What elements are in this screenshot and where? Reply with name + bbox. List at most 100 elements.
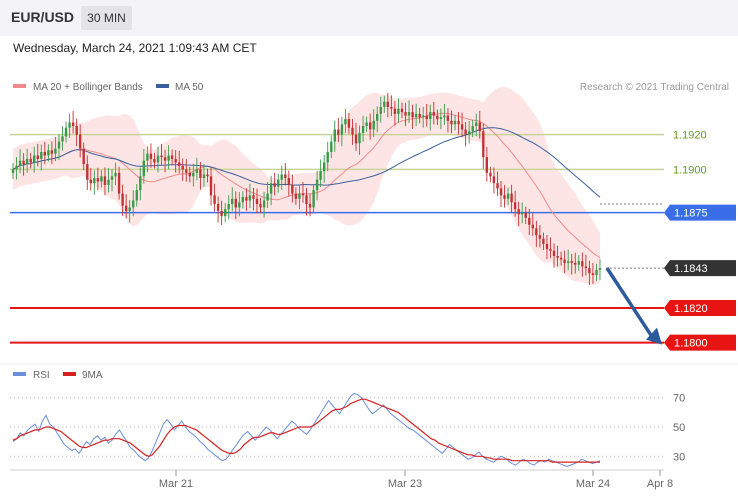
candle	[224, 209, 227, 217]
candle	[135, 190, 138, 201]
candle	[326, 152, 329, 163]
candle	[266, 193, 269, 201]
candle	[574, 262, 577, 265]
candle	[400, 108, 404, 113]
candle	[471, 126, 474, 132]
candle	[181, 165, 184, 170]
candle	[96, 178, 100, 182]
candle	[393, 108, 397, 114]
level-label-2: 1.1875	[674, 208, 708, 220]
candle	[414, 113, 418, 118]
candle	[559, 257, 563, 260]
candle	[29, 158, 32, 163]
candle	[390, 106, 393, 109]
candle	[549, 249, 552, 251]
candle	[248, 195, 252, 201]
candle	[598, 268, 602, 270]
candle	[340, 124, 344, 135]
candle	[411, 112, 414, 118]
candle	[132, 200, 135, 208]
candle	[255, 198, 259, 204]
candle	[475, 122, 478, 126]
candle	[163, 157, 167, 161]
candle	[404, 112, 407, 116]
candle	[167, 155, 170, 161]
ma50-line	[12, 127, 601, 198]
candle	[591, 273, 595, 275]
candle	[524, 212, 527, 218]
candle	[192, 172, 195, 177]
candle	[195, 169, 199, 173]
candle	[280, 174, 283, 180]
candle	[570, 261, 573, 263]
candle	[301, 193, 305, 196]
candle	[291, 184, 294, 194]
candle	[379, 106, 382, 114]
candle	[535, 228, 538, 236]
x-tick-0: Mar 21	[159, 478, 193, 490]
candle	[425, 115, 428, 120]
candle	[407, 112, 411, 116]
candle	[216, 204, 220, 211]
candle	[110, 176, 114, 180]
candle	[107, 179, 110, 185]
candle	[337, 129, 340, 135]
candle	[386, 101, 389, 107]
candle	[443, 115, 446, 118]
candle	[40, 152, 43, 159]
candle	[121, 193, 124, 206]
candle	[365, 122, 368, 126]
candle	[312, 190, 315, 208]
candle	[457, 120, 460, 125]
candle	[245, 197, 248, 201]
bollinger-band	[13, 86, 600, 285]
legend-swatch-ma20	[13, 84, 26, 88]
candle	[319, 171, 322, 180]
candle	[478, 122, 481, 132]
legend-9ma: 9MA	[82, 370, 103, 381]
candle	[50, 150, 54, 154]
candle	[209, 176, 213, 196]
candle	[185, 169, 188, 173]
rsi-tick-70: 70	[673, 393, 685, 405]
candle	[372, 120, 375, 130]
candle	[142, 160, 145, 177]
candle	[82, 148, 85, 165]
candle	[418, 113, 421, 118]
candle	[33, 155, 36, 163]
candle	[25, 158, 29, 165]
candle	[584, 266, 588, 269]
candle	[510, 193, 513, 203]
rsi-tick-30: 30	[673, 451, 685, 463]
candle	[528, 217, 531, 225]
candle	[103, 176, 107, 185]
candle	[432, 112, 435, 116]
candle	[146, 153, 149, 161]
candle	[15, 165, 18, 170]
candle	[125, 205, 128, 211]
candle	[489, 172, 492, 177]
level-label-0: 1.1920	[673, 130, 707, 142]
legend-ma20: MA 20 + Bollinger Bands	[33, 82, 143, 93]
candle	[71, 122, 75, 126]
candle	[330, 141, 333, 152]
candle	[492, 176, 496, 184]
candle	[556, 256, 559, 258]
candle	[117, 172, 121, 194]
candle	[397, 108, 400, 114]
candle	[202, 174, 206, 178]
candle	[567, 261, 570, 263]
candle	[538, 235, 542, 239]
candle	[464, 129, 467, 135]
level-label-4: 1.1820	[674, 303, 708, 315]
candle	[149, 153, 153, 159]
candle	[563, 259, 566, 263]
candle	[436, 115, 439, 120]
candle	[351, 127, 354, 135]
chart-header: EUR/USD 30 MIN	[0, 0, 738, 36]
candle	[262, 200, 266, 208]
copyright: Research © 2021 Trading Central	[580, 82, 729, 93]
candle	[429, 112, 432, 119]
level-tag-5	[664, 334, 736, 351]
timeframe-button[interactable]: 30 MIN	[81, 6, 132, 30]
